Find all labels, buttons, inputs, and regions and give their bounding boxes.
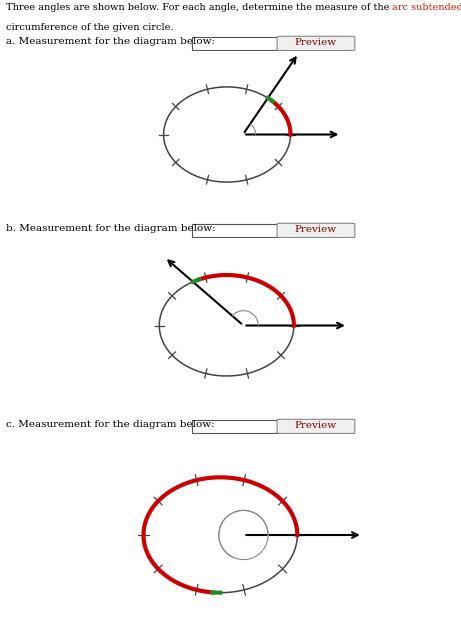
Text: c. Measurement for the diagram below:: c. Measurement for the diagram below: bbox=[6, 420, 214, 429]
Text: Preview: Preview bbox=[295, 38, 337, 47]
Text: circumference of the given circle.: circumference of the given circle. bbox=[6, 23, 173, 32]
Text: Preview: Preview bbox=[295, 225, 337, 234]
Bar bbox=[192, 37, 281, 50]
FancyBboxPatch shape bbox=[277, 223, 355, 237]
Bar bbox=[192, 420, 281, 433]
Text: Preview: Preview bbox=[295, 421, 337, 430]
Text: arc subtended by the angle’s ray: arc subtended by the angle’s ray bbox=[392, 3, 461, 12]
Text: Three angles are shown below. For each angle, determine the measure of the: Three angles are shown below. For each a… bbox=[6, 3, 392, 12]
Text: b. Measurement for the diagram below:: b. Measurement for the diagram below: bbox=[6, 224, 215, 233]
Bar bbox=[192, 224, 281, 237]
Text: a. Measurement for the diagram below:: a. Measurement for the diagram below: bbox=[6, 37, 215, 46]
FancyBboxPatch shape bbox=[277, 36, 355, 51]
FancyBboxPatch shape bbox=[277, 419, 355, 433]
